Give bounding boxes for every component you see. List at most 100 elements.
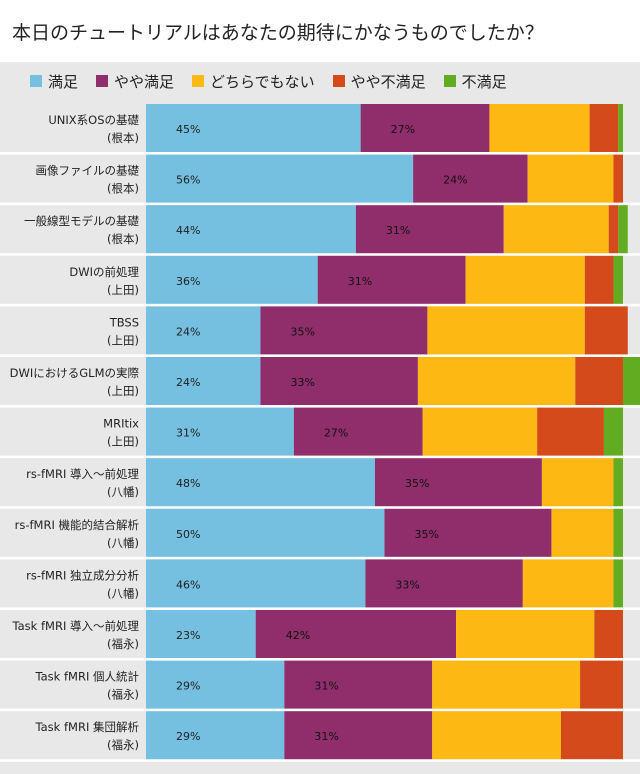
data-label: 24%	[176, 325, 200, 338]
category-label: MRItix	[103, 417, 139, 431]
row-separator	[0, 759, 640, 762]
row-separator	[0, 607, 640, 610]
category-sublabel: (八幡)	[107, 536, 139, 550]
legend-swatch-neutral	[192, 75, 205, 87]
category-label: Task fMRI 集団解析	[35, 720, 139, 734]
bar-segment-somewhat-dissatisfied	[613, 154, 623, 203]
bar-segment-somewhat-satisfied	[374, 458, 542, 507]
bar-segment-somewhat-dissatisfied	[584, 255, 614, 304]
category-sublabel: (福永)	[107, 688, 139, 702]
data-label: 31%	[314, 680, 338, 693]
bar-segment-satisfied	[146, 458, 375, 507]
bar-segment-satisfied	[146, 255, 318, 304]
bar-segment-neutral	[522, 559, 614, 608]
bar-segment-satisfied	[146, 104, 361, 152]
data-label: 29%	[176, 730, 200, 743]
category-sublabel: (根本)	[107, 232, 139, 246]
category-label: rs-fMRI 独立成分分析	[26, 568, 139, 582]
legend-label-somewhat-dissatisfied: やや不満足	[350, 72, 426, 91]
row-separator	[0, 253, 640, 256]
category-label: Task fMRI 個人統計	[35, 670, 139, 684]
bar-segment-dissatisfied	[623, 357, 640, 405]
row-separator	[0, 405, 640, 408]
row-separator	[0, 152, 640, 155]
data-label: 42%	[286, 629, 310, 642]
category-label: rs-fMRI 機能的結合解析	[15, 518, 139, 532]
data-label: 24%	[176, 376, 200, 389]
bar-segment-dissatisfied	[613, 508, 623, 557]
bar-segment-somewhat-satisfied	[284, 711, 433, 760]
bar-segment-satisfied	[146, 610, 256, 658]
category-label: rs-fMRI 導入～前処理	[26, 467, 139, 481]
category-label: DWIにおけるGLMの実際	[10, 366, 140, 380]
title-band: 本日のチュートリアルはあなたの期待にかなうものでしたか？	[0, 0, 640, 62]
data-label: 50%	[176, 528, 200, 541]
legend-item-neutral: どちらでもない	[192, 71, 315, 92]
category-sublabel: (上田)	[107, 283, 139, 297]
bar-segment-satisfied	[146, 559, 366, 608]
bar-segment-dissatisfied	[618, 104, 623, 152]
data-label: 29%	[176, 680, 200, 693]
bar-segment-neutral	[465, 255, 585, 304]
category-label: Task fMRI 導入～前処理	[12, 619, 140, 633]
bar-segment-somewhat-satisfied	[360, 104, 490, 152]
bar-segment-satisfied	[146, 711, 285, 760]
chart-title: 本日のチュートリアルはあなたの期待にかなうものでしたか？	[12, 22, 544, 44]
data-label: 35%	[290, 325, 314, 338]
data-label: 31%	[314, 730, 338, 743]
legend-label-somewhat-satisfied: やや満足	[114, 72, 175, 91]
bar-segment-dissatisfied	[613, 255, 623, 304]
bar-segment-dissatisfied	[613, 559, 623, 608]
category-sublabel: (福永)	[107, 738, 139, 752]
data-label: 36%	[176, 275, 200, 288]
bar-segment-satisfied	[146, 154, 414, 203]
bar-segment-neutral	[427, 306, 585, 355]
legend: 満足 やや満足 どちらでもない やや不満足 不満足	[30, 71, 525, 91]
category-sublabel: (福永)	[107, 637, 139, 651]
legend-swatch-satisfied	[30, 75, 42, 87]
bar-segment-somewhat-dissatisfied	[560, 711, 623, 760]
bar-segment-satisfied	[146, 357, 261, 405]
bar-segment-somewhat-satisfied	[413, 154, 528, 203]
data-label: 44%	[176, 224, 200, 237]
data-label: 23%	[176, 629, 200, 642]
data-label: 27%	[391, 123, 415, 136]
data-label: 33%	[395, 578, 419, 591]
data-label: 48%	[176, 477, 200, 490]
bar-segment-satisfied	[146, 407, 294, 456]
bar-segment-satisfied	[146, 660, 285, 709]
bar-segment-neutral	[432, 711, 561, 760]
bar-segment-somewhat-dissatisfied	[584, 306, 628, 355]
bar-segment-neutral	[527, 154, 614, 203]
legend-swatch-somewhat-dissatisfied	[332, 75, 345, 87]
data-label: 31%	[348, 275, 372, 288]
bar-segment-neutral	[456, 610, 595, 658]
bar-segment-neutral	[422, 407, 538, 456]
bar-segment-satisfied	[146, 306, 261, 355]
row-separator	[0, 303, 640, 307]
category-label: 一般線型モデルの基礎	[24, 214, 139, 228]
legend-swatch-somewhat-satisfied	[96, 75, 109, 87]
bar-segment-somewhat-dissatisfied	[580, 660, 623, 709]
bar-segment-somewhat-satisfied	[365, 559, 523, 608]
row-separator	[0, 506, 640, 509]
bar-segment-satisfied	[146, 205, 356, 254]
bar-segment-neutral	[432, 660, 581, 709]
category-label: TBSS	[109, 315, 139, 329]
bar-segment-somewhat-satisfied	[293, 407, 423, 456]
bar-segment-dissatisfied	[603, 407, 623, 456]
bar-segment-somewhat-dissatisfied	[594, 610, 623, 658]
bar-segment-somewhat-satisfied	[260, 357, 418, 405]
row-separator	[0, 202, 640, 206]
bar-segment-somewhat-dissatisfied	[575, 357, 623, 405]
bar-segment-somewhat-satisfied	[317, 255, 466, 304]
bar-segment-neutral	[503, 205, 609, 254]
category-sublabel: (上田)	[107, 435, 139, 449]
bar-segment-dissatisfied	[618, 205, 628, 254]
bar-segment-neutral	[541, 458, 614, 507]
row-separator	[0, 455, 640, 459]
data-label: 46%	[176, 578, 200, 591]
bar-segment-somewhat-satisfied	[384, 508, 552, 557]
legend-label-neutral: どちらでもない	[210, 72, 315, 91]
bar-segment-somewhat-satisfied	[284, 660, 433, 709]
